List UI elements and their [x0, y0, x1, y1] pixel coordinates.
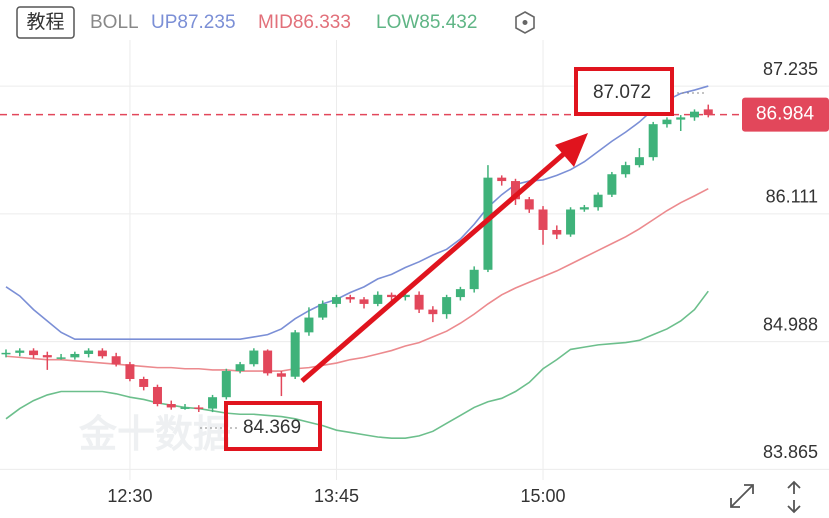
candle-body — [662, 119, 672, 125]
y-tick-label: 86.111 — [766, 187, 818, 207]
candle-body — [304, 317, 314, 333]
candle-body — [42, 355, 52, 358]
candle-body — [180, 407, 190, 409]
last-price-tag — [742, 97, 829, 132]
candle-body — [497, 177, 507, 182]
candle-body — [469, 269, 479, 290]
candle-body — [111, 356, 121, 365]
settings-icon[interactable] — [515, 11, 535, 34]
candle-body — [125, 364, 135, 379]
tutorial-button-label[interactable]: 教程 — [26, 11, 64, 33]
candle-body — [263, 350, 273, 374]
y-tick-label: 83.865 — [763, 442, 818, 462]
x-tick-label: 15:00 — [521, 486, 566, 506]
candle-body — [97, 350, 107, 357]
candle-body — [84, 350, 94, 354]
candle-body — [442, 297, 452, 315]
candle-body — [648, 124, 658, 158]
candle-body — [208, 397, 218, 409]
boll-mid: MID86.333 — [258, 12, 351, 33]
x-tick-label: 13:45 — [314, 486, 359, 506]
candle-body — [152, 386, 162, 405]
candle-body — [194, 407, 204, 409]
high-label: 87.072 — [593, 82, 651, 103]
candle-body — [249, 350, 259, 365]
candle-body — [345, 297, 355, 300]
candle-body — [621, 165, 631, 175]
candle-body — [1, 352, 11, 355]
candle-body — [70, 353, 80, 358]
indicator-name: BOLL — [90, 12, 139, 33]
band-line — [5, 187, 709, 372]
candle-body — [15, 350, 25, 353]
boll-low: LOW85.432 — [376, 12, 477, 33]
low-box — [224, 401, 322, 451]
candle-body — [607, 174, 617, 195]
candle-body — [373, 294, 383, 304]
candle-body — [455, 289, 465, 298]
watermark: 金十数据 — [78, 413, 231, 456]
trend-arrow — [300, 133, 588, 383]
candle-body — [221, 371, 231, 398]
candle-body — [690, 111, 699, 118]
candle-body — [538, 209, 548, 230]
vertical-zoom-icon[interactable] — [787, 480, 801, 514]
candle-body — [331, 297, 341, 304]
candle-body — [56, 357, 66, 359]
candle-body — [414, 294, 424, 310]
tutorial-button[interactable] — [16, 6, 75, 39]
candle-body — [634, 157, 644, 166]
y-tick-label: 84.988 — [763, 314, 818, 334]
x-tick-label: 12:30 — [107, 486, 152, 506]
candle-body — [235, 364, 245, 372]
grid — [0, 40, 829, 480]
candle-body — [290, 332, 300, 377]
boll-up: UP87.235 — [151, 12, 236, 33]
high-box — [574, 67, 674, 116]
candle-body — [483, 177, 493, 270]
y-tick-label: 87.235 — [763, 59, 818, 79]
candle-body — [703, 109, 713, 116]
candle-body — [676, 117, 686, 120]
candle-body — [276, 373, 286, 377]
expand-icon[interactable] — [730, 484, 754, 508]
candle-body — [166, 404, 176, 408]
candle-body — [524, 199, 534, 210]
candle-body — [566, 209, 576, 235]
candle-body — [552, 229, 562, 235]
low-label: 84.369 — [243, 417, 301, 438]
band-line — [5, 290, 709, 439]
candle-body — [139, 378, 149, 387]
candle-body — [359, 299, 369, 304]
candle-body — [387, 294, 397, 298]
candle-body — [400, 294, 410, 298]
candle-body — [579, 207, 589, 210]
candle-body — [510, 181, 520, 200]
band-line — [5, 85, 709, 340]
last-price-label: 86.984 — [756, 104, 815, 125]
candle-body — [428, 309, 438, 315]
candle-body — [593, 194, 603, 208]
candle-body — [29, 350, 39, 356]
candle-body — [318, 303, 328, 318]
